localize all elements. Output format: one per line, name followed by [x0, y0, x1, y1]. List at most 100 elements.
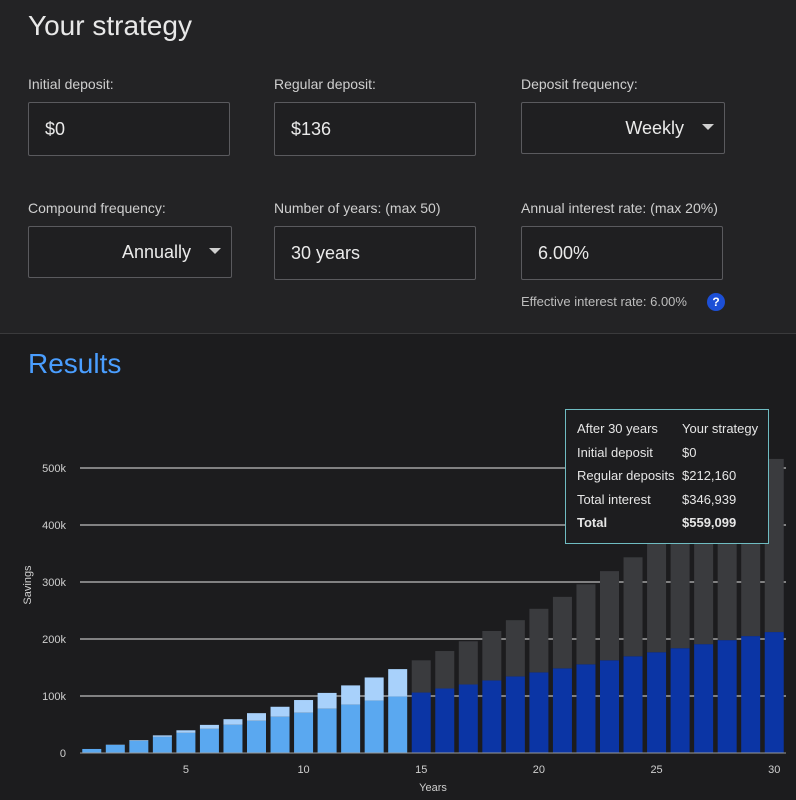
deposit-frequency-value: Weekly [625, 117, 684, 138]
bar-interest [670, 527, 690, 649]
deposit-frequency-label: Deposit frequency: [521, 76, 638, 92]
chevron-down-icon [702, 124, 714, 130]
compound-frequency-label: Compound frequency: [28, 200, 166, 216]
x-tick-label: 20 [533, 764, 545, 776]
tooltip-row: Regular deposits $212,160 [566, 468, 768, 488]
bar-interest [247, 713, 266, 721]
tooltip-row-value: $346,939 [682, 492, 737, 507]
section-divider [0, 333, 796, 334]
bar-deposits [317, 708, 337, 753]
bar-interest [694, 511, 714, 645]
tooltip-row-value: $212,160 [682, 468, 737, 483]
tooltip-row-value: $0 [682, 445, 697, 460]
y-tick-label: 300k [42, 577, 66, 589]
tooltip-row-label: Total interest [577, 492, 651, 507]
x-tick-label: 15 [415, 764, 427, 776]
bar-interest [176, 730, 196, 733]
effective-rate-text: Effective interest rate: 6.00% [521, 294, 687, 309]
help-icon[interactable]: ? [707, 293, 725, 311]
bar-deposits [364, 700, 384, 753]
bar-interest [529, 608, 549, 673]
bar-deposits [741, 636, 761, 753]
bar-interest [505, 620, 525, 677]
compound-frequency-select[interactable]: Annually [28, 226, 232, 278]
bar-deposits [270, 716, 290, 753]
chevron-down-icon [209, 248, 221, 254]
y-axis-title: Savings [22, 565, 34, 605]
bar-deposits [129, 740, 149, 753]
bar-interest [129, 740, 149, 741]
bar-interest [552, 596, 572, 669]
bar-deposits [552, 668, 572, 753]
years-input[interactable] [274, 226, 476, 280]
y-tick-label: 500k [42, 463, 66, 475]
bar-interest [482, 630, 502, 681]
deposit-frequency-select[interactable]: Weekly [521, 102, 725, 154]
regular-deposit-input[interactable] [274, 102, 476, 156]
tooltip-row-label: Regular deposits [577, 468, 675, 483]
tooltip-row-value: $559,099 [682, 515, 737, 530]
tooltip-col1-header: After 30 years [577, 421, 658, 436]
bar-deposits [694, 644, 714, 753]
bar-interest [199, 724, 219, 729]
bar-deposits [505, 676, 525, 753]
initial-deposit-input[interactable] [28, 102, 230, 156]
interest-rate-input[interactable] [521, 226, 723, 280]
bar-deposits [247, 720, 266, 753]
bar-deposits [623, 656, 643, 753]
bar-deposits [105, 744, 125, 753]
y-tick-label: 100k [42, 691, 66, 703]
x-tick-label: 10 [297, 764, 309, 776]
bar-deposits [152, 736, 172, 753]
bar-interest [764, 458, 784, 633]
results-title: Results [28, 348, 122, 379]
x-tick-label: 5 [183, 764, 189, 776]
chart-tooltip: After 30 years Your strategy Initial dep… [565, 409, 769, 544]
bar-interest [364, 677, 384, 701]
bar-interest [317, 692, 337, 709]
tooltip-col2-header: Your strategy [682, 421, 759, 436]
tooltip-total-row: Total $559,099 [566, 515, 768, 535]
tooltip-row-label: Initial deposit [577, 445, 653, 460]
bar-deposits [600, 660, 619, 753]
bar-interest [576, 584, 596, 665]
y-tick-label: 200k [42, 634, 66, 646]
bar-deposits [176, 732, 196, 753]
bar-deposits [458, 684, 478, 753]
bar-deposits [764, 632, 784, 753]
tooltip-header: After 30 years Your strategy [566, 421, 768, 441]
tooltip-row: Initial deposit $0 [566, 445, 768, 465]
bar-interest [435, 651, 455, 689]
strategy-title: Your strategy [28, 10, 192, 41]
tooltip-row-label: Total [577, 515, 608, 530]
x-axis-title: Years [419, 782, 447, 794]
bar-deposits [294, 712, 314, 753]
initial-deposit-label: Initial deposit: [28, 76, 114, 92]
bar-interest [294, 700, 314, 713]
bar-deposits [223, 724, 243, 753]
bar-interest [600, 571, 619, 661]
bar-interest [270, 706, 290, 717]
regular-deposit-label: Regular deposit: [274, 76, 376, 92]
bar-deposits [482, 680, 502, 753]
bar-interest [458, 641, 478, 685]
x-tick-label: 30 [768, 764, 780, 776]
bar-interest [388, 669, 408, 697]
bar-interest [223, 719, 243, 725]
bar-deposits [647, 652, 667, 753]
bar-deposits [199, 728, 219, 753]
strategy-panel [0, 0, 796, 333]
bar-deposits [529, 672, 549, 753]
years-label: Number of years: (max 50) [274, 200, 441, 216]
bar-interest [341, 685, 361, 705]
bar-deposits [717, 640, 737, 753]
bar-deposits [411, 692, 431, 753]
bar-deposits [670, 648, 690, 753]
bar-interest [647, 542, 667, 653]
bar-interest [411, 660, 431, 693]
compound-frequency-value: Annually [121, 241, 191, 262]
x-tick-label: 25 [650, 764, 662, 776]
y-tick-label: 0 [60, 748, 66, 760]
bar-deposits [435, 688, 455, 753]
bar-interest [623, 557, 643, 657]
